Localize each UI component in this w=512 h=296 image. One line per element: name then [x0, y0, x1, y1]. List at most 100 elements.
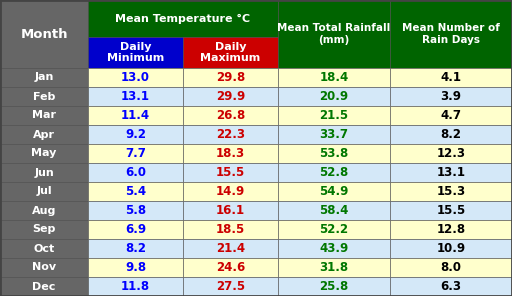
- Text: 11.4: 11.4: [121, 109, 150, 122]
- Text: 25.8: 25.8: [319, 280, 349, 293]
- Text: 27.5: 27.5: [216, 280, 245, 293]
- Bar: [278, 182, 390, 201]
- Bar: [278, 163, 390, 182]
- Text: 15.5: 15.5: [216, 166, 245, 179]
- Bar: [0, 201, 88, 220]
- Text: 11.8: 11.8: [121, 280, 150, 293]
- Text: 4.1: 4.1: [440, 71, 461, 84]
- Bar: [183, 87, 278, 106]
- Bar: [88, 220, 183, 239]
- Bar: [88, 182, 183, 201]
- Text: 5.8: 5.8: [125, 204, 146, 217]
- Text: 12.8: 12.8: [436, 223, 465, 236]
- Text: 14.9: 14.9: [216, 185, 245, 198]
- Bar: [390, 258, 512, 277]
- Text: Aug: Aug: [32, 205, 56, 215]
- Text: Daily
Maximum: Daily Maximum: [200, 42, 261, 63]
- Text: 29.9: 29.9: [216, 90, 245, 103]
- Bar: [88, 87, 183, 106]
- Bar: [88, 239, 183, 258]
- Text: 15.5: 15.5: [436, 204, 465, 217]
- Text: 18.3: 18.3: [216, 147, 245, 160]
- Text: 22.3: 22.3: [216, 128, 245, 141]
- Text: 15.3: 15.3: [436, 185, 465, 198]
- Text: 10.9: 10.9: [436, 242, 465, 255]
- Bar: [390, 125, 512, 144]
- Text: 26.8: 26.8: [216, 109, 245, 122]
- Bar: [0, 0, 88, 68]
- Bar: [0, 68, 88, 87]
- Bar: [278, 68, 390, 87]
- Text: 52.8: 52.8: [319, 166, 349, 179]
- Text: 53.8: 53.8: [319, 147, 349, 160]
- Text: 12.3: 12.3: [437, 147, 465, 160]
- Bar: [390, 68, 512, 87]
- Text: 13.1: 13.1: [437, 166, 465, 179]
- Bar: [183, 201, 278, 220]
- Text: Oct: Oct: [33, 244, 55, 253]
- Bar: [88, 37, 183, 68]
- Text: 13.0: 13.0: [121, 71, 150, 84]
- Text: 52.2: 52.2: [319, 223, 349, 236]
- Bar: [390, 144, 512, 163]
- Bar: [183, 239, 278, 258]
- Bar: [183, 182, 278, 201]
- Text: 8.0: 8.0: [440, 261, 461, 274]
- Bar: [390, 182, 512, 201]
- Bar: [183, 277, 278, 296]
- Bar: [0, 220, 88, 239]
- Bar: [0, 144, 88, 163]
- Bar: [278, 239, 390, 258]
- Text: Sep: Sep: [32, 224, 56, 234]
- Bar: [0, 239, 88, 258]
- Text: 31.8: 31.8: [319, 261, 349, 274]
- Text: 9.8: 9.8: [125, 261, 146, 274]
- Bar: [0, 182, 88, 201]
- Text: 21.5: 21.5: [319, 109, 349, 122]
- Bar: [278, 125, 390, 144]
- Bar: [278, 201, 390, 220]
- Bar: [88, 277, 183, 296]
- Bar: [183, 106, 278, 125]
- Bar: [183, 37, 278, 68]
- Text: Mean Temperature °C: Mean Temperature °C: [115, 13, 250, 24]
- Text: Apr: Apr: [33, 130, 55, 139]
- Bar: [278, 277, 390, 296]
- Bar: [278, 0, 390, 68]
- Bar: [278, 220, 390, 239]
- Text: Jul: Jul: [36, 186, 52, 197]
- Bar: [390, 239, 512, 258]
- Bar: [278, 106, 390, 125]
- Bar: [0, 125, 88, 144]
- Text: 6.9: 6.9: [125, 223, 146, 236]
- Text: Month: Month: [20, 28, 68, 41]
- Bar: [278, 144, 390, 163]
- Bar: [0, 106, 88, 125]
- Bar: [88, 144, 183, 163]
- Bar: [390, 87, 512, 106]
- Bar: [0, 258, 88, 277]
- Text: 20.9: 20.9: [319, 90, 349, 103]
- Bar: [0, 163, 88, 182]
- Text: Jan: Jan: [34, 73, 54, 83]
- Bar: [88, 201, 183, 220]
- Text: 54.9: 54.9: [319, 185, 349, 198]
- Bar: [88, 163, 183, 182]
- Text: 33.7: 33.7: [319, 128, 349, 141]
- Bar: [88, 0, 278, 37]
- Text: 3.9: 3.9: [440, 90, 461, 103]
- Bar: [183, 144, 278, 163]
- Bar: [0, 277, 88, 296]
- Text: May: May: [31, 149, 57, 158]
- Text: Mean Total Rainfall
(mm): Mean Total Rainfall (mm): [278, 23, 391, 45]
- Bar: [183, 220, 278, 239]
- Text: Daily
Minimum: Daily Minimum: [107, 42, 164, 63]
- Text: Nov: Nov: [32, 263, 56, 273]
- Bar: [390, 220, 512, 239]
- Text: 29.8: 29.8: [216, 71, 245, 84]
- Text: 13.1: 13.1: [121, 90, 150, 103]
- Text: 5.4: 5.4: [125, 185, 146, 198]
- Bar: [183, 258, 278, 277]
- Text: 24.6: 24.6: [216, 261, 245, 274]
- Text: Mar: Mar: [32, 110, 56, 120]
